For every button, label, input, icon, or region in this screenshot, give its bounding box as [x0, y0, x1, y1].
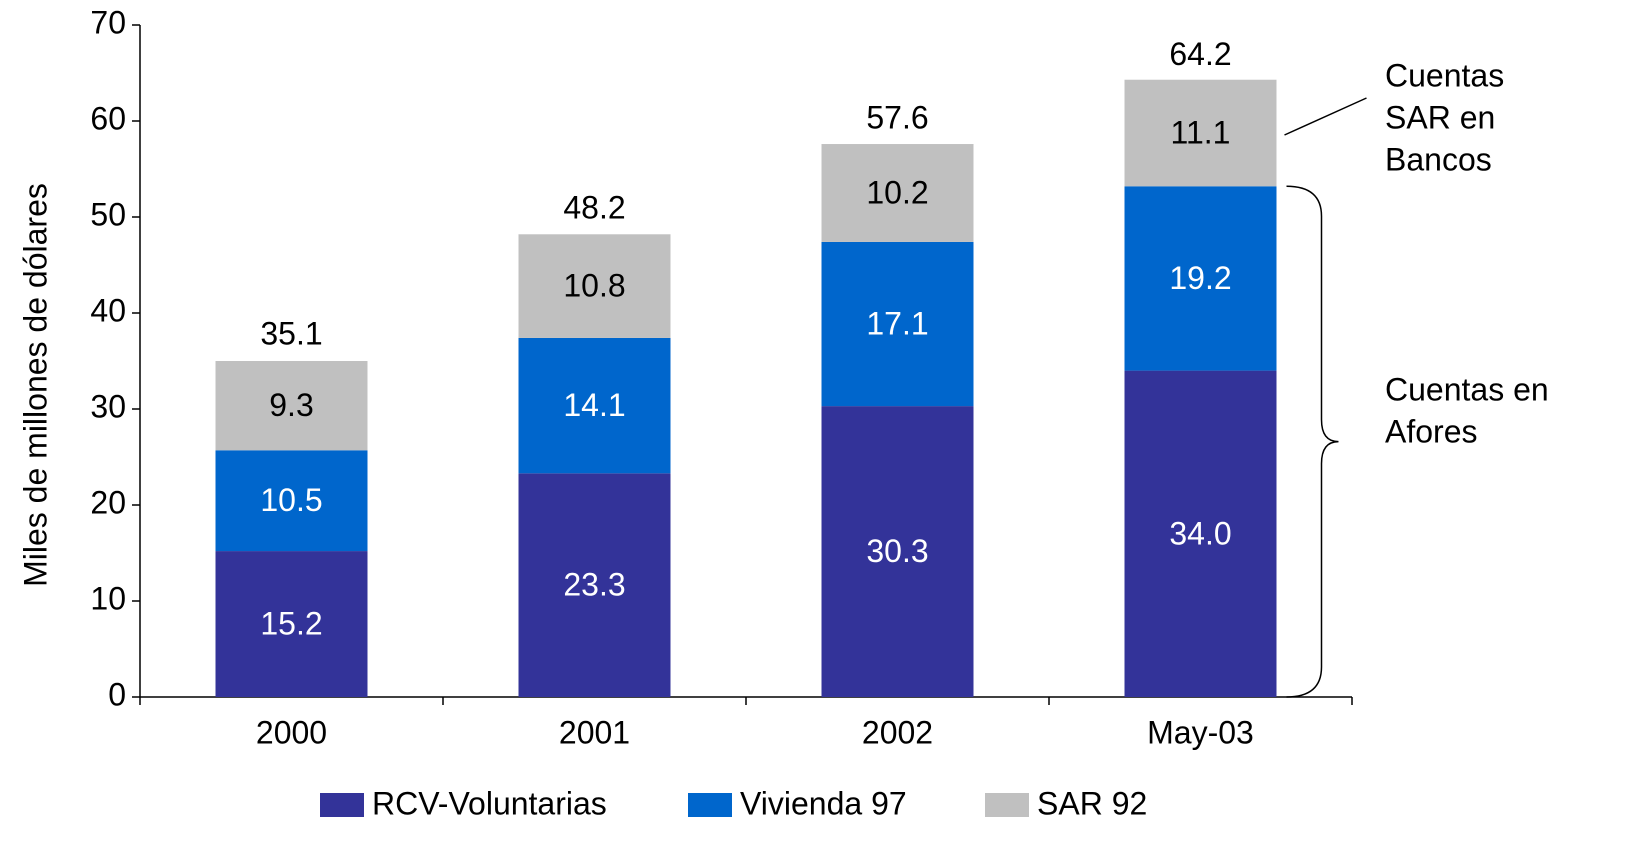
bar-segment	[215, 361, 368, 451]
bar-segment	[821, 406, 974, 697]
annotation: SAR en	[1385, 99, 1495, 135]
bar-segment	[821, 241, 974, 407]
x-tick-label: May-03	[1147, 714, 1254, 750]
bar-segment	[1124, 79, 1277, 187]
legend-swatch	[688, 793, 732, 817]
annotation-brace	[1286, 185, 1339, 698]
y-tick-label: 60	[90, 100, 126, 136]
data-label: 9.3	[269, 387, 313, 423]
annotation: Cuentas en	[1385, 371, 1549, 407]
data-label: 11.1	[1171, 114, 1231, 150]
legend-swatch	[320, 793, 364, 817]
y-tick-label: 40	[90, 292, 126, 328]
total-label: 35.1	[260, 315, 322, 351]
legend-label: RCV-Voluntarias	[372, 785, 607, 821]
annotation-leader	[1284, 97, 1367, 136]
data-label: 10.2	[866, 174, 928, 210]
legend-label: Vivienda 97	[740, 785, 907, 821]
bar-segment	[215, 450, 368, 552]
annotation: Afores	[1385, 413, 1477, 449]
legend-label: SAR 92	[1037, 785, 1147, 821]
data-label: 10.5	[260, 482, 322, 518]
bar-segment	[518, 473, 671, 697]
bar-segment	[518, 337, 671, 474]
y-tick-label: 10	[90, 580, 126, 616]
data-label: 10.8	[563, 268, 625, 304]
bar-segment	[1124, 370, 1277, 697]
x-tick-label: 2002	[862, 714, 933, 750]
x-tick-label: 2001	[559, 714, 630, 750]
y-tick-label: 50	[90, 196, 126, 232]
data-label: 19.2	[1169, 260, 1231, 296]
data-label: 23.3	[563, 567, 625, 603]
x-tick-label: 2000	[256, 714, 327, 750]
legend-swatch	[985, 793, 1029, 817]
bar-segment	[821, 144, 974, 242]
bar-segment	[518, 234, 671, 338]
bar-segment	[215, 551, 368, 697]
annotation: Cuentas	[1385, 57, 1504, 93]
data-label: 30.3	[866, 533, 928, 569]
total-label: 64.2	[1169, 36, 1231, 72]
y-tick-label: 0	[108, 676, 126, 712]
bar-segment	[1124, 186, 1277, 371]
data-label: 17.1	[866, 305, 928, 341]
y-tick-label: 70	[90, 4, 126, 40]
data-label: 14.1	[563, 387, 625, 423]
annotation: Bancos	[1385, 141, 1492, 177]
y-axis-label: Miles de millones de dólares	[17, 183, 53, 587]
data-label: 34.0	[1169, 515, 1231, 551]
data-label: 15.2	[260, 605, 322, 641]
y-tick-label: 20	[90, 484, 126, 520]
total-label: 57.6	[866, 99, 928, 135]
y-tick-label: 30	[90, 388, 126, 424]
total-label: 48.2	[563, 190, 625, 226]
